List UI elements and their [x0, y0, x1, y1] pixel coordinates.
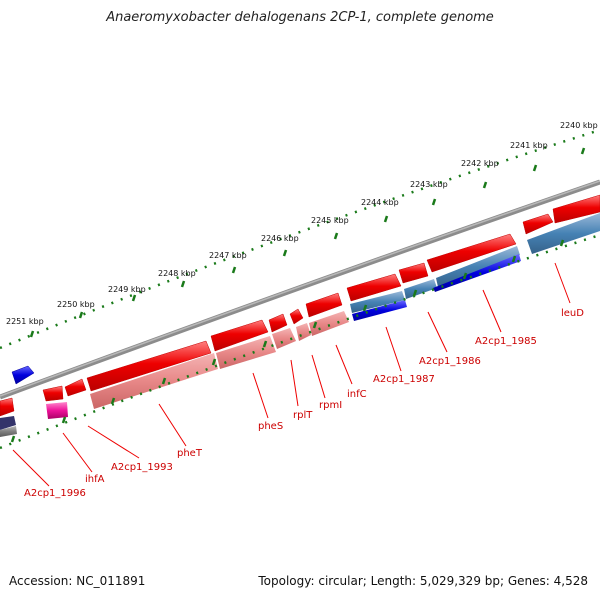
gene-label-a2cp1-1985: A2cp1_1985	[475, 336, 537, 347]
genome-summary-text: Topology: circular; Length: 5,029,329 bp…	[258, 574, 588, 588]
gene-label-a2cp1-1993: A2cp1_1993	[111, 462, 173, 473]
tick-label-2243: 2243 kbp	[410, 180, 448, 189]
gene-block-ihfa	[42, 385, 64, 402]
track-block-steel-3	[436, 246, 520, 287]
track-block-pink-1	[90, 353, 218, 409]
gene-label-infc: infC	[347, 389, 367, 400]
gene-block-a2cp1-1987	[346, 273, 402, 302]
track-block-pink-3	[272, 328, 296, 349]
accession-text: Accession: NC_011891	[9, 574, 146, 588]
forward-strand-genes	[0, 194, 600, 417]
track-block-steel-4	[527, 213, 600, 254]
tick-label-2249: 2249 kbp	[108, 285, 146, 294]
outer-ruler	[0, 128, 600, 350]
gene-block-blue-feature	[11, 365, 35, 385]
tick-label-2242: 2242 kbp	[461, 159, 499, 168]
gene-block-rplt	[289, 308, 304, 325]
gene-block-rpmi	[268, 313, 288, 333]
secondary-track	[0, 213, 600, 437]
gene-label-leud: leuD	[561, 308, 584, 319]
track-block-steel-1	[350, 291, 405, 313]
tick-label-2246: 2246 kbp	[261, 234, 299, 243]
genome-backbone	[0, 179, 600, 400]
gene-label-a2cp1-1987: A2cp1_1987	[373, 374, 435, 385]
gene-block-leud	[522, 213, 554, 235]
tick-label-2247: 2247 kbp	[209, 251, 247, 260]
track-block-blue-1	[352, 300, 407, 321]
tick-label-2248: 2248 kbp	[158, 269, 196, 278]
tick-label-2241: 2241 kbp	[510, 141, 548, 150]
gene-label-rplt: rplT	[293, 410, 313, 421]
gene-block-a2cp1-1996	[0, 397, 15, 417]
gene-block-a2cp1-1986	[398, 262, 429, 284]
tick-label-2245: 2245 kbp	[311, 216, 349, 225]
gene-label-rpmi: rpmI	[319, 400, 342, 411]
gene-label-a2cp1-1986: A2cp1_1986	[419, 356, 481, 367]
track-block-navy	[0, 416, 16, 430]
track-block-blue-2	[433, 254, 521, 292]
tick-label-2240: 2240 kbp	[560, 121, 598, 130]
track-block-grey	[0, 426, 17, 437]
ruler-tick-marks	[29, 147, 586, 338]
gene-block-a2cp1-1985	[426, 233, 517, 273]
track-block-pink-4	[296, 323, 311, 341]
gene-label-ihfa: ihfA	[85, 474, 105, 485]
track-block-magenta	[46, 402, 68, 419]
tick-label-2250: 2250 kbp	[57, 300, 95, 309]
gene-label-a2cp1-1996: A2cp1_1996	[24, 488, 86, 499]
gene-label-phet: pheT	[177, 448, 203, 459]
track-block-steel-2	[404, 279, 437, 299]
tick-label-2251: 2251 kbp	[6, 317, 44, 326]
gene-block-a2cp1-1993	[64, 378, 87, 397]
track-block-pink-2	[216, 336, 276, 369]
gene-block-infc	[305, 292, 343, 318]
gene-block-phet	[86, 340, 212, 392]
gene-block-far-right	[552, 194, 600, 224]
page-title: Anaeromyxobacter dehalogenans 2CP-1, com…	[106, 10, 494, 25]
inner-ruler	[0, 233, 600, 450]
tick-label-2244: 2244 kbp	[361, 198, 399, 207]
gene-leader-lines	[12, 262, 571, 487]
gene-block-phes	[210, 319, 269, 352]
gene-label-phes: pheS	[258, 421, 283, 432]
